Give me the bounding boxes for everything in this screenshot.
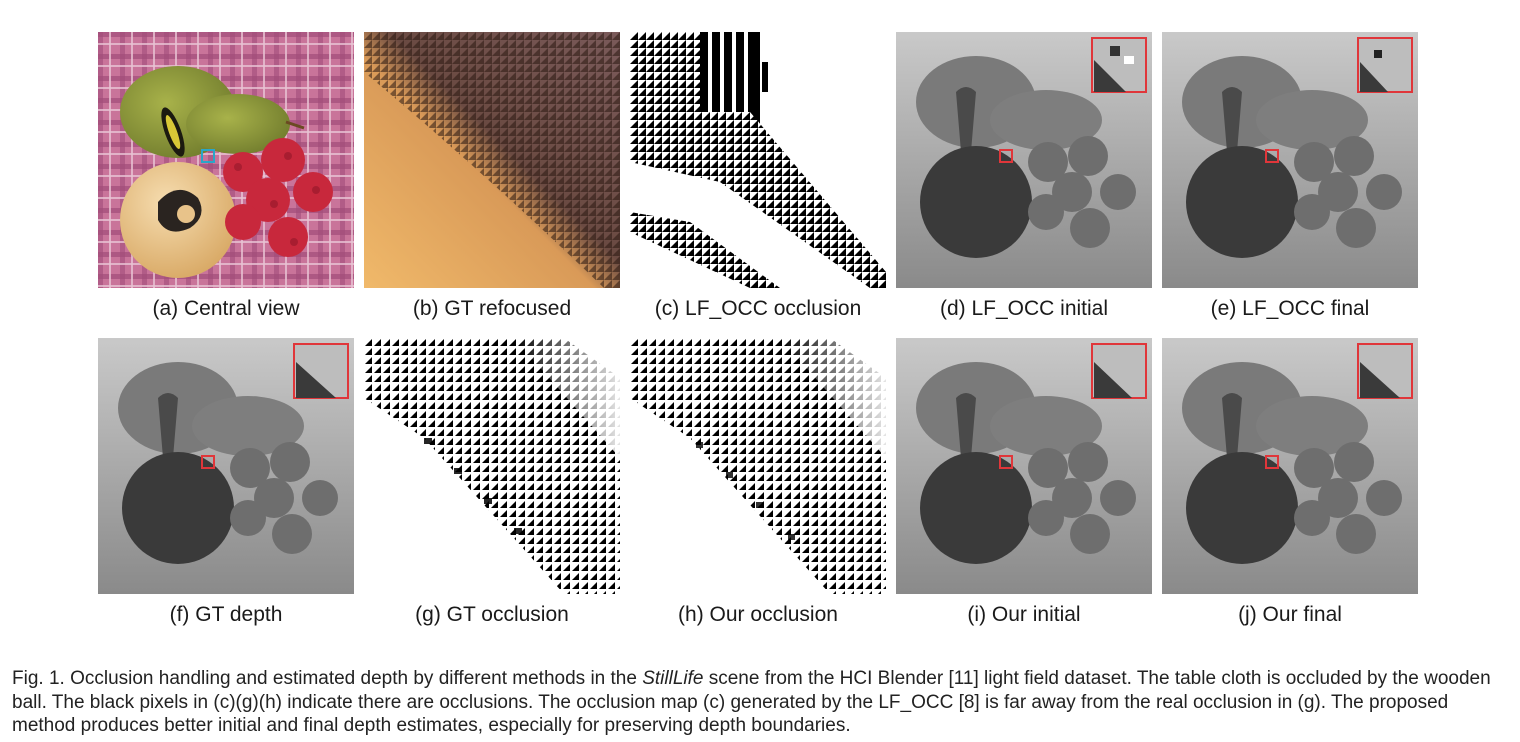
panel-our-initial — [896, 338, 1152, 594]
panel-caption: (i) Our initial — [967, 603, 1081, 626]
panel-caption: (j) Our final — [1238, 603, 1342, 626]
panel-lf-occ-final — [1162, 32, 1418, 288]
panel-our-final — [1162, 338, 1418, 594]
panel-caption: (f) GT depth — [169, 603, 283, 626]
panel-lf-occ-initial — [896, 32, 1152, 288]
gt-refocused-image — [364, 32, 620, 288]
panel-caption: (b) GT refocused — [412, 297, 572, 320]
panel-gt-occlusion — [364, 338, 620, 594]
panel-caption: (g) GT occlusion — [415, 603, 569, 626]
panel-caption: (h) Our occlusion — [678, 603, 838, 626]
panel-lf-occ-occlusion — [630, 32, 886, 288]
our-final-image — [1162, 338, 1418, 594]
panel-caption: (a) Central view — [152, 297, 300, 320]
panel-gt-refocused — [364, 32, 620, 288]
lf-occ-final-image — [1162, 32, 1418, 288]
gt-occlusion-image — [364, 338, 620, 594]
gt-depth-image — [98, 338, 354, 594]
caption-text-start: Fig. 1. Occlusion handling and estimated… — [12, 668, 643, 689]
central-view-image — [98, 32, 354, 288]
figure-caption: Fig. 1. Occlusion handling and estimated… — [12, 667, 1512, 738]
our-occlusion-image — [630, 338, 886, 594]
panel-our-occlusion — [630, 338, 886, 594]
caption-scene-name: StillLife — [642, 668, 704, 689]
panel-caption: (e) LF_OCC final — [1210, 297, 1370, 320]
caption-text-end: scene from the HCI Blender [11] light fi… — [12, 668, 1491, 736]
panel-gt-depth — [98, 338, 354, 594]
lf-occ-occlusion-image — [630, 32, 886, 288]
our-initial-image — [896, 338, 1152, 594]
panel-caption: (c) LF_OCC occlusion — [654, 297, 862, 320]
lf-occ-initial-image — [896, 32, 1152, 288]
panel-caption: (d) LF_OCC initial — [939, 297, 1109, 320]
panel-central-view — [98, 32, 354, 288]
